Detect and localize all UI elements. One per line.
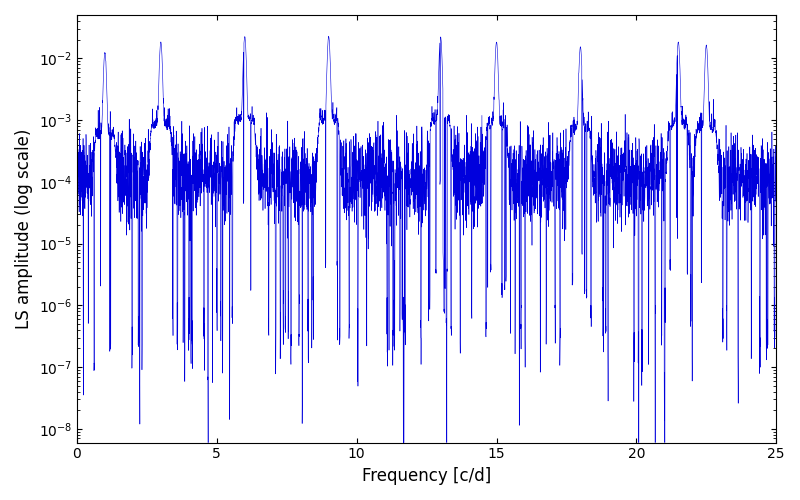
Y-axis label: LS amplitude (log scale): LS amplitude (log scale) xyxy=(15,128,33,329)
X-axis label: Frequency [c/d]: Frequency [c/d] xyxy=(362,467,491,485)
